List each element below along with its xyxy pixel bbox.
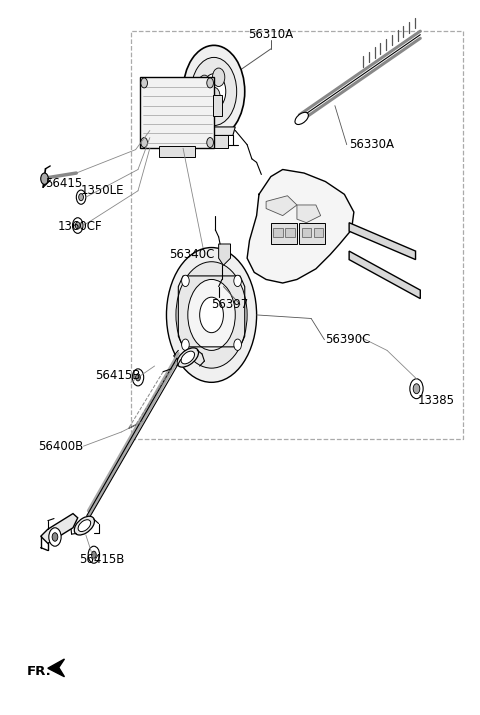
Ellipse shape (181, 351, 194, 364)
Polygon shape (266, 196, 297, 216)
Circle shape (207, 137, 214, 147)
Bar (271, 222, 297, 244)
Circle shape (141, 137, 147, 147)
Ellipse shape (78, 520, 91, 531)
Text: FR.: FR. (26, 665, 51, 679)
Bar (301, 227, 311, 237)
Circle shape (79, 194, 84, 201)
Circle shape (52, 533, 58, 541)
Bar (200, 135, 228, 148)
Polygon shape (41, 513, 78, 543)
Ellipse shape (74, 516, 95, 535)
Polygon shape (349, 251, 420, 299)
Circle shape (49, 528, 61, 546)
Circle shape (132, 369, 144, 386)
Text: 56415B: 56415B (79, 553, 124, 566)
Circle shape (92, 551, 96, 558)
Text: 56390C: 56390C (325, 333, 371, 346)
Circle shape (202, 74, 226, 109)
Bar (213, 95, 222, 117)
Circle shape (41, 173, 48, 184)
Ellipse shape (177, 348, 199, 367)
Circle shape (200, 297, 223, 332)
Text: 1350LE: 1350LE (81, 184, 125, 197)
Text: 56330A: 56330A (349, 138, 394, 151)
Bar (131, 31, 463, 439)
Circle shape (413, 384, 420, 394)
Circle shape (136, 374, 140, 381)
Circle shape (410, 379, 423, 399)
Bar (313, 227, 323, 237)
Text: 1360CF: 1360CF (57, 220, 102, 233)
Circle shape (72, 218, 83, 233)
Ellipse shape (295, 112, 308, 124)
Polygon shape (247, 169, 354, 283)
Polygon shape (192, 127, 235, 135)
Circle shape (213, 68, 225, 87)
Text: 13385: 13385 (418, 393, 455, 407)
Circle shape (234, 275, 241, 287)
Polygon shape (219, 244, 230, 265)
Circle shape (76, 190, 86, 204)
Text: 56400B: 56400B (38, 440, 84, 453)
Text: 56397: 56397 (212, 297, 249, 311)
Bar (285, 227, 295, 237)
Circle shape (188, 280, 235, 350)
Text: 56415B: 56415B (96, 369, 141, 382)
Circle shape (191, 57, 237, 126)
Polygon shape (349, 222, 416, 260)
Circle shape (183, 45, 245, 137)
Text: 56310A: 56310A (248, 28, 293, 41)
Circle shape (181, 275, 189, 287)
Circle shape (88, 546, 99, 563)
Circle shape (141, 78, 147, 88)
Circle shape (234, 339, 241, 350)
Polygon shape (48, 659, 64, 677)
Bar (159, 146, 195, 157)
Circle shape (75, 222, 80, 229)
Circle shape (167, 247, 257, 383)
Circle shape (207, 78, 214, 88)
Bar (140, 77, 214, 148)
Text: 56415: 56415 (46, 177, 83, 190)
Circle shape (181, 339, 189, 350)
Circle shape (198, 75, 211, 94)
Bar (300, 222, 325, 244)
Bar (273, 227, 283, 237)
Polygon shape (297, 205, 321, 222)
Text: 56340C: 56340C (169, 248, 214, 261)
Circle shape (208, 87, 220, 106)
Circle shape (176, 262, 247, 368)
